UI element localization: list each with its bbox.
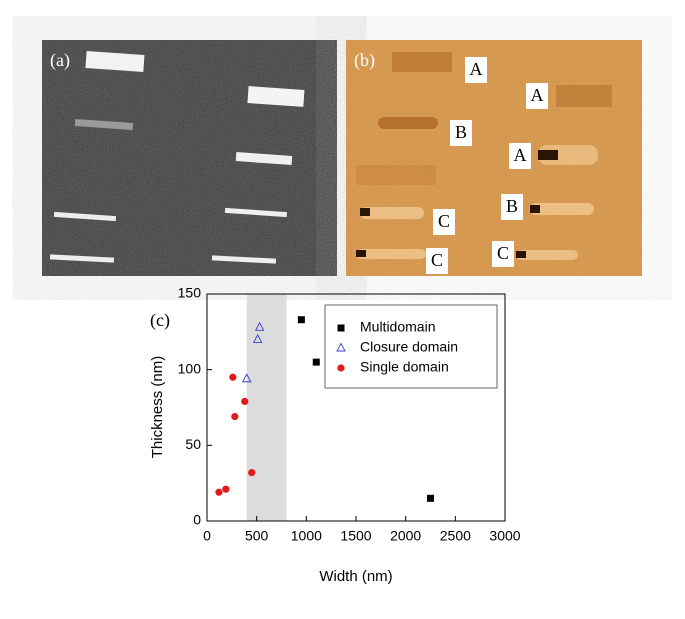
shaded-span <box>246 294 287 521</box>
y-tick-label: 0 <box>193 512 201 528</box>
data-point <box>297 316 305 324</box>
data-point <box>252 333 263 343</box>
mfm-image <box>346 40 642 276</box>
annotation: C <box>438 211 450 231</box>
annotation: C <box>431 250 443 270</box>
legend-label: Closure domain <box>360 339 458 355</box>
data-point <box>229 373 237 381</box>
annotation-box <box>450 120 472 146</box>
data-point <box>248 468 256 477</box>
panel-label: (a) <box>50 50 70 71</box>
y-tick-label: 150 <box>178 285 202 301</box>
x-tick-label: 2000 <box>390 528 421 544</box>
y-axis-label: Thickness (nm) <box>149 356 166 459</box>
annotation: A <box>470 59 483 79</box>
legend-label: Multidomain <box>360 319 435 335</box>
panel-label: (c) <box>150 310 170 331</box>
annotation-box <box>465 57 487 83</box>
annotation: B <box>506 196 518 216</box>
annotation: A <box>531 85 544 105</box>
annotation: C <box>497 243 509 263</box>
annotation: A <box>514 145 527 165</box>
x-axis-label: Width (nm) <box>319 568 392 585</box>
data-point <box>241 373 252 383</box>
legend-marker <box>337 364 345 372</box>
data-point <box>312 358 320 366</box>
data-point <box>254 321 265 331</box>
annotation-box <box>509 143 531 169</box>
y-tick-label: 100 <box>178 360 202 376</box>
legend <box>324 304 498 389</box>
legend-marker <box>336 342 346 352</box>
x-tick-label: 500 <box>245 528 269 544</box>
data-point <box>215 488 223 496</box>
legend-marker <box>337 324 345 332</box>
data-point <box>222 485 230 493</box>
x-tick-label: 2500 <box>440 528 471 544</box>
legend-label: Single domain <box>360 359 449 375</box>
y-tick-label: 50 <box>185 436 201 452</box>
annotation-box <box>426 248 448 274</box>
panel-label: (b) <box>354 50 375 71</box>
data-point <box>241 397 249 406</box>
x-tick-label: 0 <box>203 528 211 544</box>
x-tick-label: 3000 <box>489 528 520 544</box>
x-tick-label: 1000 <box>291 528 322 544</box>
annotation-box <box>501 194 523 220</box>
annotation: B <box>455 122 467 142</box>
data-point <box>231 412 239 421</box>
annotation-box <box>492 241 514 267</box>
annotation-box <box>526 83 548 109</box>
data-point <box>427 494 434 502</box>
afm-image <box>42 40 337 276</box>
annotation-box <box>433 209 455 235</box>
x-tick-label: 1500 <box>340 528 371 544</box>
